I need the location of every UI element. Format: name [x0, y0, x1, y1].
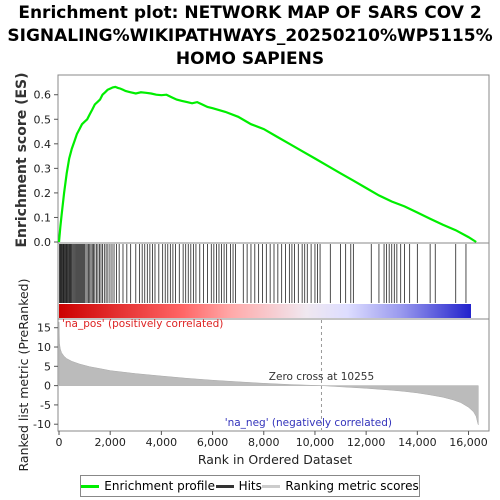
- title-line-1: Enrichment plot: NETWORK MAP OF SARS COV…: [18, 3, 482, 23]
- rank-y-tick-label: 15: [37, 322, 51, 335]
- es-y-tick-label: 0.4: [34, 138, 52, 151]
- pos-correlated-label: 'na_pos' (positively correlated): [62, 318, 223, 330]
- x-tick-label: 6,000: [197, 436, 229, 449]
- x-ticks: 0 2,000 4,000 6,000 8,000 10,000 12,000 14,000 1…: [56, 431, 488, 449]
- x-tick-label: 14,000: [398, 436, 437, 449]
- x-tick-label: 0: [56, 436, 63, 449]
- title-line-3: HOMO SAPIENS: [175, 49, 325, 69]
- x-tick-label: 4,000: [146, 436, 178, 449]
- rank-y-tick-label: -10: [33, 418, 51, 431]
- es-y-tick-label: 0.2: [34, 187, 52, 200]
- legend-swatch-hits: [215, 484, 234, 488]
- rank-color-bar: [59, 304, 471, 318]
- rank-y-tick-label: -5: [40, 399, 51, 412]
- zero-cross-label: Zero cross at 10255: [269, 371, 374, 383]
- es-y-tick-label: 0.0: [34, 236, 52, 249]
- rank-y-tick-label: 10: [37, 341, 51, 354]
- legend-swatch-ranking: [262, 484, 281, 488]
- es-panel-frame: [57, 74, 490, 244]
- es-y-tick-label: 0.3: [34, 162, 52, 175]
- legend-item-ranking-metric: Ranking metric scores: [262, 479, 419, 493]
- legend-label-hits: Hits: [238, 479, 262, 493]
- rank-y-tick-label: 5: [44, 360, 51, 373]
- legend-item-enrichment-profile: Enrichment profile: [81, 479, 215, 493]
- neg-correlated-label: 'na_neg' (negatively correlated): [225, 417, 392, 429]
- legend-label-enrichment: Enrichment profile: [104, 479, 216, 493]
- enrichment-profile-line: [57, 85, 477, 243]
- x-axis-label: Rank in Ordered Dataset: [198, 452, 352, 467]
- title-line-2: SIGNALING%WIKIPATHWAYS_20250210%WP5115%: [7, 26, 493, 46]
- es-y-tick-label: 0.1: [34, 211, 52, 224]
- legend: Enrichment profile Hits Ranking metric s…: [80, 475, 420, 497]
- rank-y-ticks: 15 10 5 0 -5 -10: [33, 322, 58, 431]
- es-y-tick-label: 0.6: [34, 89, 52, 102]
- ranking-metric-area: [58, 321, 479, 426]
- x-tick-label: 8,000: [248, 436, 280, 449]
- x-tick-label: 2,000: [94, 436, 126, 449]
- x-tick-label: 16,000: [449, 436, 488, 449]
- rank-y-tick-label: 0: [44, 380, 51, 393]
- x-tick-label: 10,000: [296, 436, 335, 449]
- es-y-axis-label: Enrichment score (ES): [14, 72, 30, 247]
- enrichment-chart: 0.0 0.1 0.2 0.3 0.4 0.5 0.6 Enrichment score (…: [14, 72, 490, 472]
- legend-swatch-enrichment: [81, 484, 100, 488]
- chart-title: Enrichment plot: NETWORK MAP OF SARS COV…: [0, 2, 500, 71]
- es-y-ticks: 0.0 0.1 0.2 0.3 0.4 0.5 0.6: [34, 89, 58, 249]
- es-y-tick-label: 0.5: [34, 113, 52, 126]
- rank-y-axis-label: Ranked list metric (PreRanked): [16, 279, 31, 472]
- legend-item-hits: Hits: [215, 479, 262, 493]
- hit-marks: [59, 244, 467, 303]
- x-tick-label: 12,000: [347, 436, 386, 449]
- legend-label-ranking: Ranking metric scores: [285, 479, 419, 493]
